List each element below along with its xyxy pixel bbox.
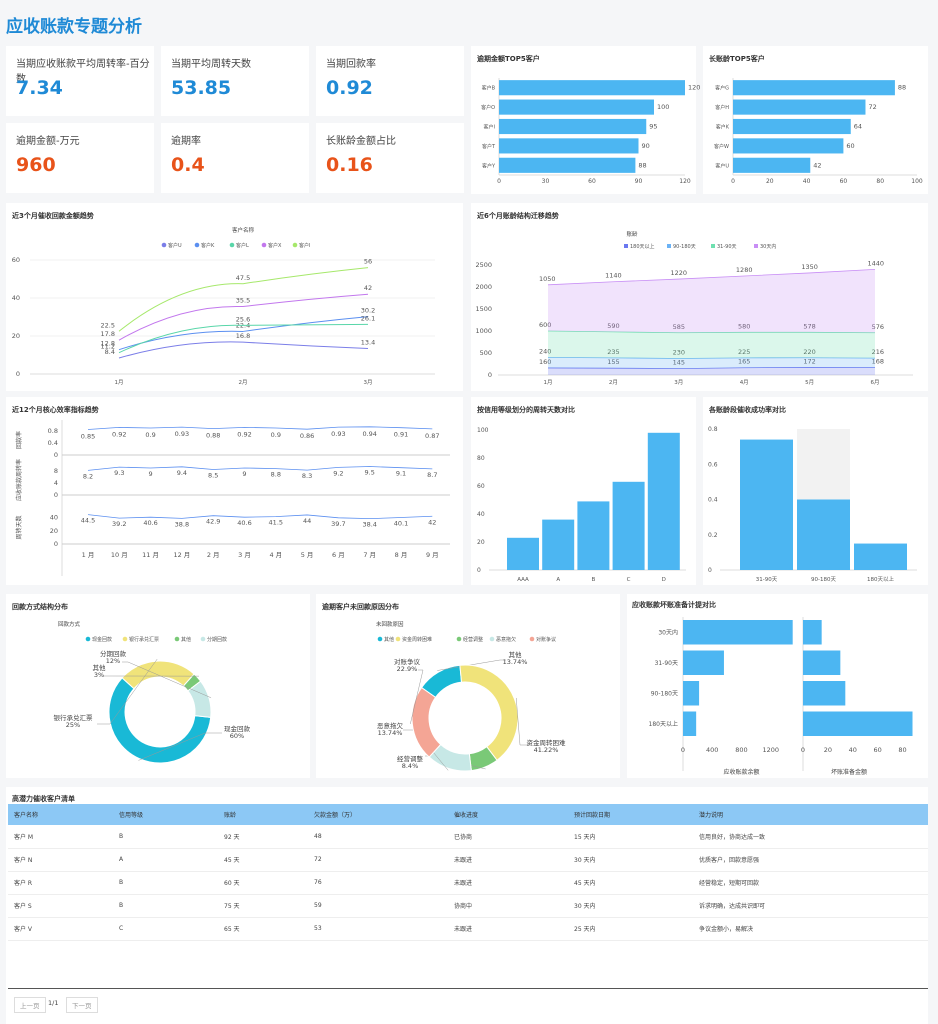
table-cell: 客户 M: [8, 825, 113, 849]
table-cell: A: [113, 848, 218, 872]
table-cell: 信用良好，协商达成一致: [693, 825, 928, 849]
table-row[interactable]: 客户 R B 60 天 76 未跟进 45 天内 经营稳定，短期可回款: [8, 871, 928, 895]
chart-title: 近12个月核心效率指标趋势: [12, 406, 99, 414]
page-indicator: 1/1: [48, 999, 59, 1007]
chart-card-credit-turnover: 按信用等级划分的周转天数对比: [471, 397, 696, 585]
next-page-button[interactable]: 下一页: [66, 997, 98, 1013]
page-title: 应收账款专题分析: [6, 17, 142, 37]
table-cell: 协商中: [448, 894, 568, 918]
prev-page-button[interactable]: 上一页: [14, 997, 46, 1013]
table-cell: 诉求明确，达成共识即可: [693, 894, 928, 918]
kpi-value: 7.34: [16, 77, 63, 99]
chart-title: 逾期客户未回款原因分布: [322, 603, 399, 611]
table-cell: C: [113, 917, 218, 941]
table-cell: B: [113, 894, 218, 918]
table-cell: 75 天: [218, 894, 308, 918]
chart-title: 近3个月催收回款金额趋势: [12, 212, 94, 220]
table-cell: 客户 N: [8, 848, 113, 872]
table-cell: 45 天: [218, 848, 308, 872]
kpi-card-long-aging-ratio: 长账龄金额占比 0.16: [316, 123, 464, 193]
column-header: 潜力说明: [693, 804, 928, 825]
table-row[interactable]: 客户 V C 65 天 53 未跟进 25 天内 争议金额小，易解决: [8, 917, 928, 941]
table-cell: 30 天内: [568, 894, 693, 918]
table-cell: 48: [308, 825, 448, 849]
table-cell: 经营稳定，短期可回款: [693, 871, 928, 895]
chart-card-unpaid-reason: 逾期客户未回款原因分布: [316, 594, 620, 778]
table-cell: 25 天内: [568, 917, 693, 941]
table-row[interactable]: 客户 N A 45 天 72 未跟进 30 天内 优质客户，回款意愿强: [8, 848, 928, 872]
table-cell: 30 天内: [568, 848, 693, 872]
table-divider: [8, 988, 928, 989]
table-row[interactable]: 客户 M B 92 天 48 已协商 15 天内 信用良好，协商达成一致: [8, 825, 928, 849]
kpi-card-turnover-days: 当期平均周转天数 53.85: [161, 46, 309, 116]
chart-title: 回款方式结构分布: [12, 603, 68, 611]
column-header: 账龄: [218, 804, 308, 825]
table-row[interactable]: 客户 S B 75 天 59 协商中 30 天内 诉求明确，达成共识即可: [8, 894, 928, 918]
table-cell: 优质客户，回款意愿强: [693, 848, 928, 872]
chart-title: 按信用等级划分的周转天数对比: [477, 406, 575, 414]
kpi-value: 0.16: [326, 154, 373, 176]
table-cell: 已协商: [448, 825, 568, 849]
table-cell: 59: [308, 894, 448, 918]
kpi-value: 0.4: [171, 154, 205, 176]
chart-title: 近6个月账龄结构迁移趋势: [477, 212, 559, 220]
chart-card-top5-overdue: 逾期金额TOP5客户: [471, 46, 696, 194]
chart-title: 逾期金额TOP5客户: [477, 55, 540, 63]
table-cell: 53: [308, 917, 448, 941]
table-cell: 60 天: [218, 871, 308, 895]
kpi-label: 逾期金额-万元: [16, 136, 80, 147]
table-cell: 争议金额小，易解决: [693, 917, 928, 941]
table-cell: 15 天内: [568, 825, 693, 849]
table-cell: 客户 R: [8, 871, 113, 895]
table-cell: 65 天: [218, 917, 308, 941]
table-cell: 72: [308, 848, 448, 872]
column-header: 预计回款日期: [568, 804, 693, 825]
table-cell: 未跟进: [448, 917, 568, 941]
table-cell: B: [113, 871, 218, 895]
chart-title: 应收账款坏账准备计提对比: [632, 601, 716, 609]
chart-title: 各账龄段催收成功率对比: [709, 406, 786, 414]
chart-card-aging-success: 各账龄段催收成功率对比: [703, 397, 928, 585]
chart-card-top5-aging: 长账龄TOP5客户: [703, 46, 928, 194]
kpi-label: 当期平均周转天数: [171, 59, 251, 70]
kpi-label: 当期回款率: [326, 59, 376, 70]
column-header: 信用等级: [113, 804, 218, 825]
table-cell: 未跟进: [448, 871, 568, 895]
kpi-value: 960: [16, 154, 56, 176]
chart-card-bad-debt: 应收账款坏账准备计提对比: [627, 594, 928, 778]
table-cell: 92 天: [218, 825, 308, 849]
customer-table: 客户名称 信用等级 账龄 欠款金额（万） 催收进度 预计回款日期 潜力说明 客户 M B 92 天…: [8, 804, 928, 941]
kpi-value: 53.85: [171, 77, 232, 99]
table-cell: 未跟进: [448, 848, 568, 872]
chart-card-kpi12: 近12个月核心效率指标趋势: [6, 397, 463, 585]
kpi-value: 0.92: [326, 77, 373, 99]
kpi-label: 逾期率: [171, 136, 201, 147]
chart-title: 长账龄TOP5客户: [709, 55, 765, 63]
table-cell: 客户 S: [8, 894, 113, 918]
column-header: 客户名称: [8, 804, 113, 825]
table-cell: 45 天内: [568, 871, 693, 895]
table-title: 高潜力催收客户清单: [12, 795, 75, 803]
kpi-label: 当期应收账款平均周转率-百分数: [16, 59, 150, 85]
column-header: 欠款金额（万）: [308, 804, 448, 825]
table-header-row: 客户名称 信用等级 账龄 欠款金额（万） 催收进度 预计回款日期 潜力说明: [8, 804, 928, 825]
kpi-label: 长账龄金额占比: [326, 136, 396, 147]
column-header: 催收进度: [448, 804, 568, 825]
chart-card-collection-trend: 近3个月催收回款金额趋势: [6, 203, 463, 391]
table-cell: 76: [308, 871, 448, 895]
kpi-card-collection-rate: 当期回款率 0.92: [316, 46, 464, 116]
chart-card-payment-method: 回款方式结构分布: [6, 594, 310, 778]
table-cell: 客户 V: [8, 917, 113, 941]
kpi-card-turnover-rate: 当期应收账款平均周转率-百分数 7.34: [6, 46, 154, 116]
kpi-card-overdue-rate: 逾期率 0.4: [161, 123, 309, 193]
chart-card-aging-trend: 近6个月账龄结构迁移趋势: [471, 203, 928, 391]
kpi-card-overdue-amount: 逾期金额-万元 960: [6, 123, 154, 193]
table-cell: B: [113, 825, 218, 849]
